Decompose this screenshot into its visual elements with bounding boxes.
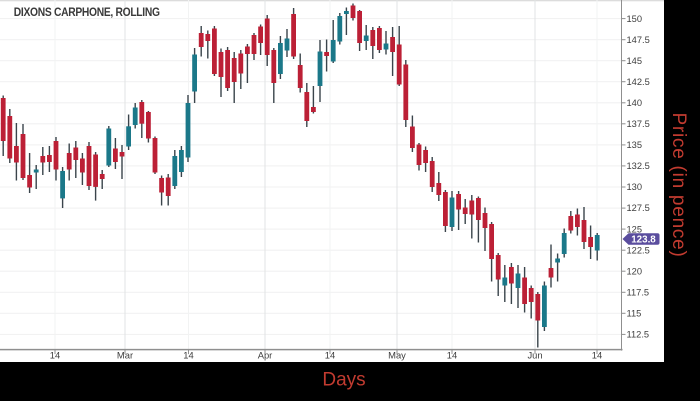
svg-text:122.5: 122.5 xyxy=(627,245,650,255)
svg-text:14: 14 xyxy=(183,349,193,360)
svg-text:123.8: 123.8 xyxy=(631,235,656,246)
svg-text:135: 135 xyxy=(627,140,643,150)
svg-text:112.5: 112.5 xyxy=(627,330,650,340)
svg-text:132.5: 132.5 xyxy=(627,161,650,171)
svg-text:140: 140 xyxy=(627,98,643,108)
svg-text:145: 145 xyxy=(627,56,643,66)
svg-text:14: 14 xyxy=(447,349,457,360)
svg-text:120: 120 xyxy=(627,266,643,276)
svg-text:130: 130 xyxy=(627,182,643,192)
svg-text:137.5: 137.5 xyxy=(627,119,650,129)
svg-text:Apr: Apr xyxy=(258,349,273,360)
svg-text:14: 14 xyxy=(592,349,602,360)
svg-text:117.5: 117.5 xyxy=(627,288,650,298)
svg-text:147.5: 147.5 xyxy=(627,35,650,45)
svg-text:150: 150 xyxy=(627,14,643,24)
svg-text:127.5: 127.5 xyxy=(627,203,650,213)
svg-text:May: May xyxy=(388,349,406,360)
svg-text:125: 125 xyxy=(627,224,643,234)
svg-text:Mar: Mar xyxy=(117,349,133,360)
svg-text:115: 115 xyxy=(627,309,642,319)
svg-text:14: 14 xyxy=(325,349,335,360)
svg-text:Jun: Jun xyxy=(527,349,542,360)
svg-text:DIXONS CARPHONE, ROLLING: DIXONS CARPHONE, ROLLING xyxy=(14,6,160,19)
svg-text:Price (in pence): Price (in pence) xyxy=(668,112,689,257)
svg-text:14: 14 xyxy=(50,349,60,360)
svg-text:Days: Days xyxy=(322,369,365,390)
svg-text:142.5: 142.5 xyxy=(627,77,650,87)
